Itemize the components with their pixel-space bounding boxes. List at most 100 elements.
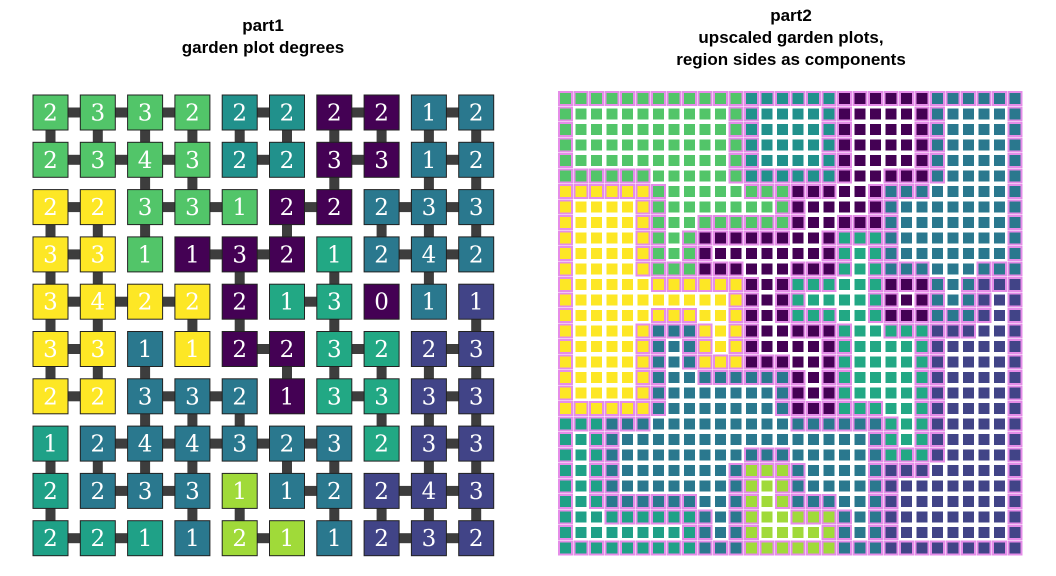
upscaled-cell <box>947 186 959 197</box>
upscaled-cell <box>730 341 742 352</box>
upscaled-cell <box>699 465 711 476</box>
plot-connector-vertical <box>187 507 198 522</box>
upscaled-cell <box>622 139 633 151</box>
upscaled-cell <box>761 170 773 182</box>
upscaled-cell <box>653 449 664 461</box>
plot-degree-label: 0 <box>374 290 389 316</box>
upscaled-cell <box>637 170 649 182</box>
upscaled-cell <box>808 93 819 104</box>
plot-cell <box>410 331 447 367</box>
upscaled-cell <box>777 124 788 135</box>
upscaled-cell <box>715 527 726 538</box>
upscaled-cell <box>668 480 680 492</box>
plot-cell <box>363 236 400 273</box>
upscaled-cell <box>978 387 990 399</box>
upscaled-cell <box>560 232 571 244</box>
upscaled-cell <box>916 170 928 182</box>
upscaled-cell <box>994 263 1005 275</box>
plot-degree-label: 2 <box>374 526 389 552</box>
upscaled-cell <box>870 155 881 166</box>
upscaled-cell <box>715 403 726 414</box>
upscaled-cell <box>808 480 819 492</box>
upscaled-cell <box>668 279 680 290</box>
upscaled-cell <box>653 201 664 213</box>
upscaled-cell <box>761 232 773 244</box>
upscaled-cell <box>761 108 773 120</box>
upscaled-cell <box>575 480 587 492</box>
plot-connector-horizontal <box>161 485 176 496</box>
upscaled-cell <box>978 465 990 476</box>
upscaled-cell <box>715 542 726 554</box>
upscaled-cell <box>606 465 618 476</box>
upscaled-cell <box>839 248 850 259</box>
plot-cell <box>79 520 116 557</box>
upscaled-cell <box>808 248 819 259</box>
upscaled-cell <box>978 449 990 461</box>
upscaled-cell <box>699 449 711 461</box>
upscaled-cell <box>637 93 649 104</box>
upscaled-cell <box>575 201 587 213</box>
upscaled-cell <box>947 372 959 383</box>
upscaled-cell <box>932 356 943 368</box>
plot-connector-horizontal <box>161 202 176 213</box>
upscaled-cell <box>901 217 912 228</box>
upscaled-cell <box>978 279 990 290</box>
plot-cell <box>32 520 69 557</box>
upscaled-cell <box>839 449 850 461</box>
upscaled-cell <box>932 511 943 523</box>
upscaled-cell <box>823 124 835 135</box>
upscaled-cell <box>684 403 695 414</box>
upscaled-cell <box>684 372 695 383</box>
upscaled-cell <box>808 527 819 538</box>
upscaled-cell <box>916 465 928 476</box>
upscaled-cell <box>978 434 990 445</box>
upscaled-cell <box>978 480 990 492</box>
upscaled-cell <box>1009 93 1021 104</box>
part1-title: part1 <box>242 16 284 35</box>
upscaled-cell <box>947 294 959 306</box>
upscaled-cell <box>637 155 649 166</box>
upscaled-cell <box>746 325 757 337</box>
upscaled-cell <box>963 511 974 523</box>
upscaled-cell <box>575 356 587 368</box>
upscaled-cell <box>560 496 571 507</box>
upscaled-cell <box>777 325 788 337</box>
upscaled-cell <box>963 201 974 213</box>
upscaled-cell <box>978 403 990 414</box>
plot-connector-vertical <box>423 365 434 380</box>
plot-connector-vertical <box>187 412 198 428</box>
plot-degree-label: 4 <box>138 148 153 174</box>
plot-connector-horizontal <box>445 107 460 118</box>
upscaled-cell <box>699 124 711 135</box>
plot-degree-label: 3 <box>43 337 58 363</box>
upscaled-cell <box>792 465 804 476</box>
upscaled-cell <box>885 201 897 213</box>
upscaled-cell <box>901 511 912 523</box>
upscaled-cell <box>746 403 757 414</box>
upscaled-cell <box>823 170 835 182</box>
upscaled-cell <box>684 279 695 290</box>
plot-degree-label: 1 <box>43 432 58 458</box>
upscaled-cell <box>715 170 726 182</box>
upscaled-cell <box>575 542 587 554</box>
upscaled-cell <box>761 480 773 492</box>
upscaled-cell <box>885 155 897 166</box>
upscaled-cell <box>823 372 835 383</box>
upscaled-cell <box>777 449 788 461</box>
upscaled-cell <box>622 155 633 166</box>
plot-connector-horizontal <box>256 438 271 449</box>
upscaled-cell <box>947 108 959 120</box>
upscaled-cell <box>901 325 912 337</box>
plot-degree-label: 3 <box>422 526 437 552</box>
upscaled-cell <box>854 434 866 445</box>
upscaled-cell <box>637 217 649 228</box>
upscaled-cell <box>668 449 680 461</box>
upscaled-cell <box>637 201 649 213</box>
plot-connector-vertical <box>187 460 198 475</box>
upscaled-cell <box>808 201 819 213</box>
plot-degree-label: 1 <box>422 101 437 127</box>
upscaled-cell <box>637 403 649 414</box>
plot-connector-vertical <box>376 223 387 238</box>
upscaled-cell <box>792 449 804 461</box>
plot-degree-label: 3 <box>374 148 389 174</box>
